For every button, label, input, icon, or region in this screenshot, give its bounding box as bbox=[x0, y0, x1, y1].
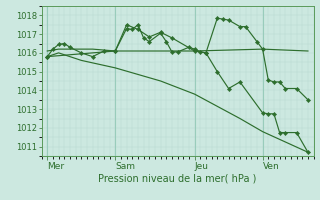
X-axis label: Pression niveau de la mer( hPa ): Pression niveau de la mer( hPa ) bbox=[99, 173, 257, 183]
